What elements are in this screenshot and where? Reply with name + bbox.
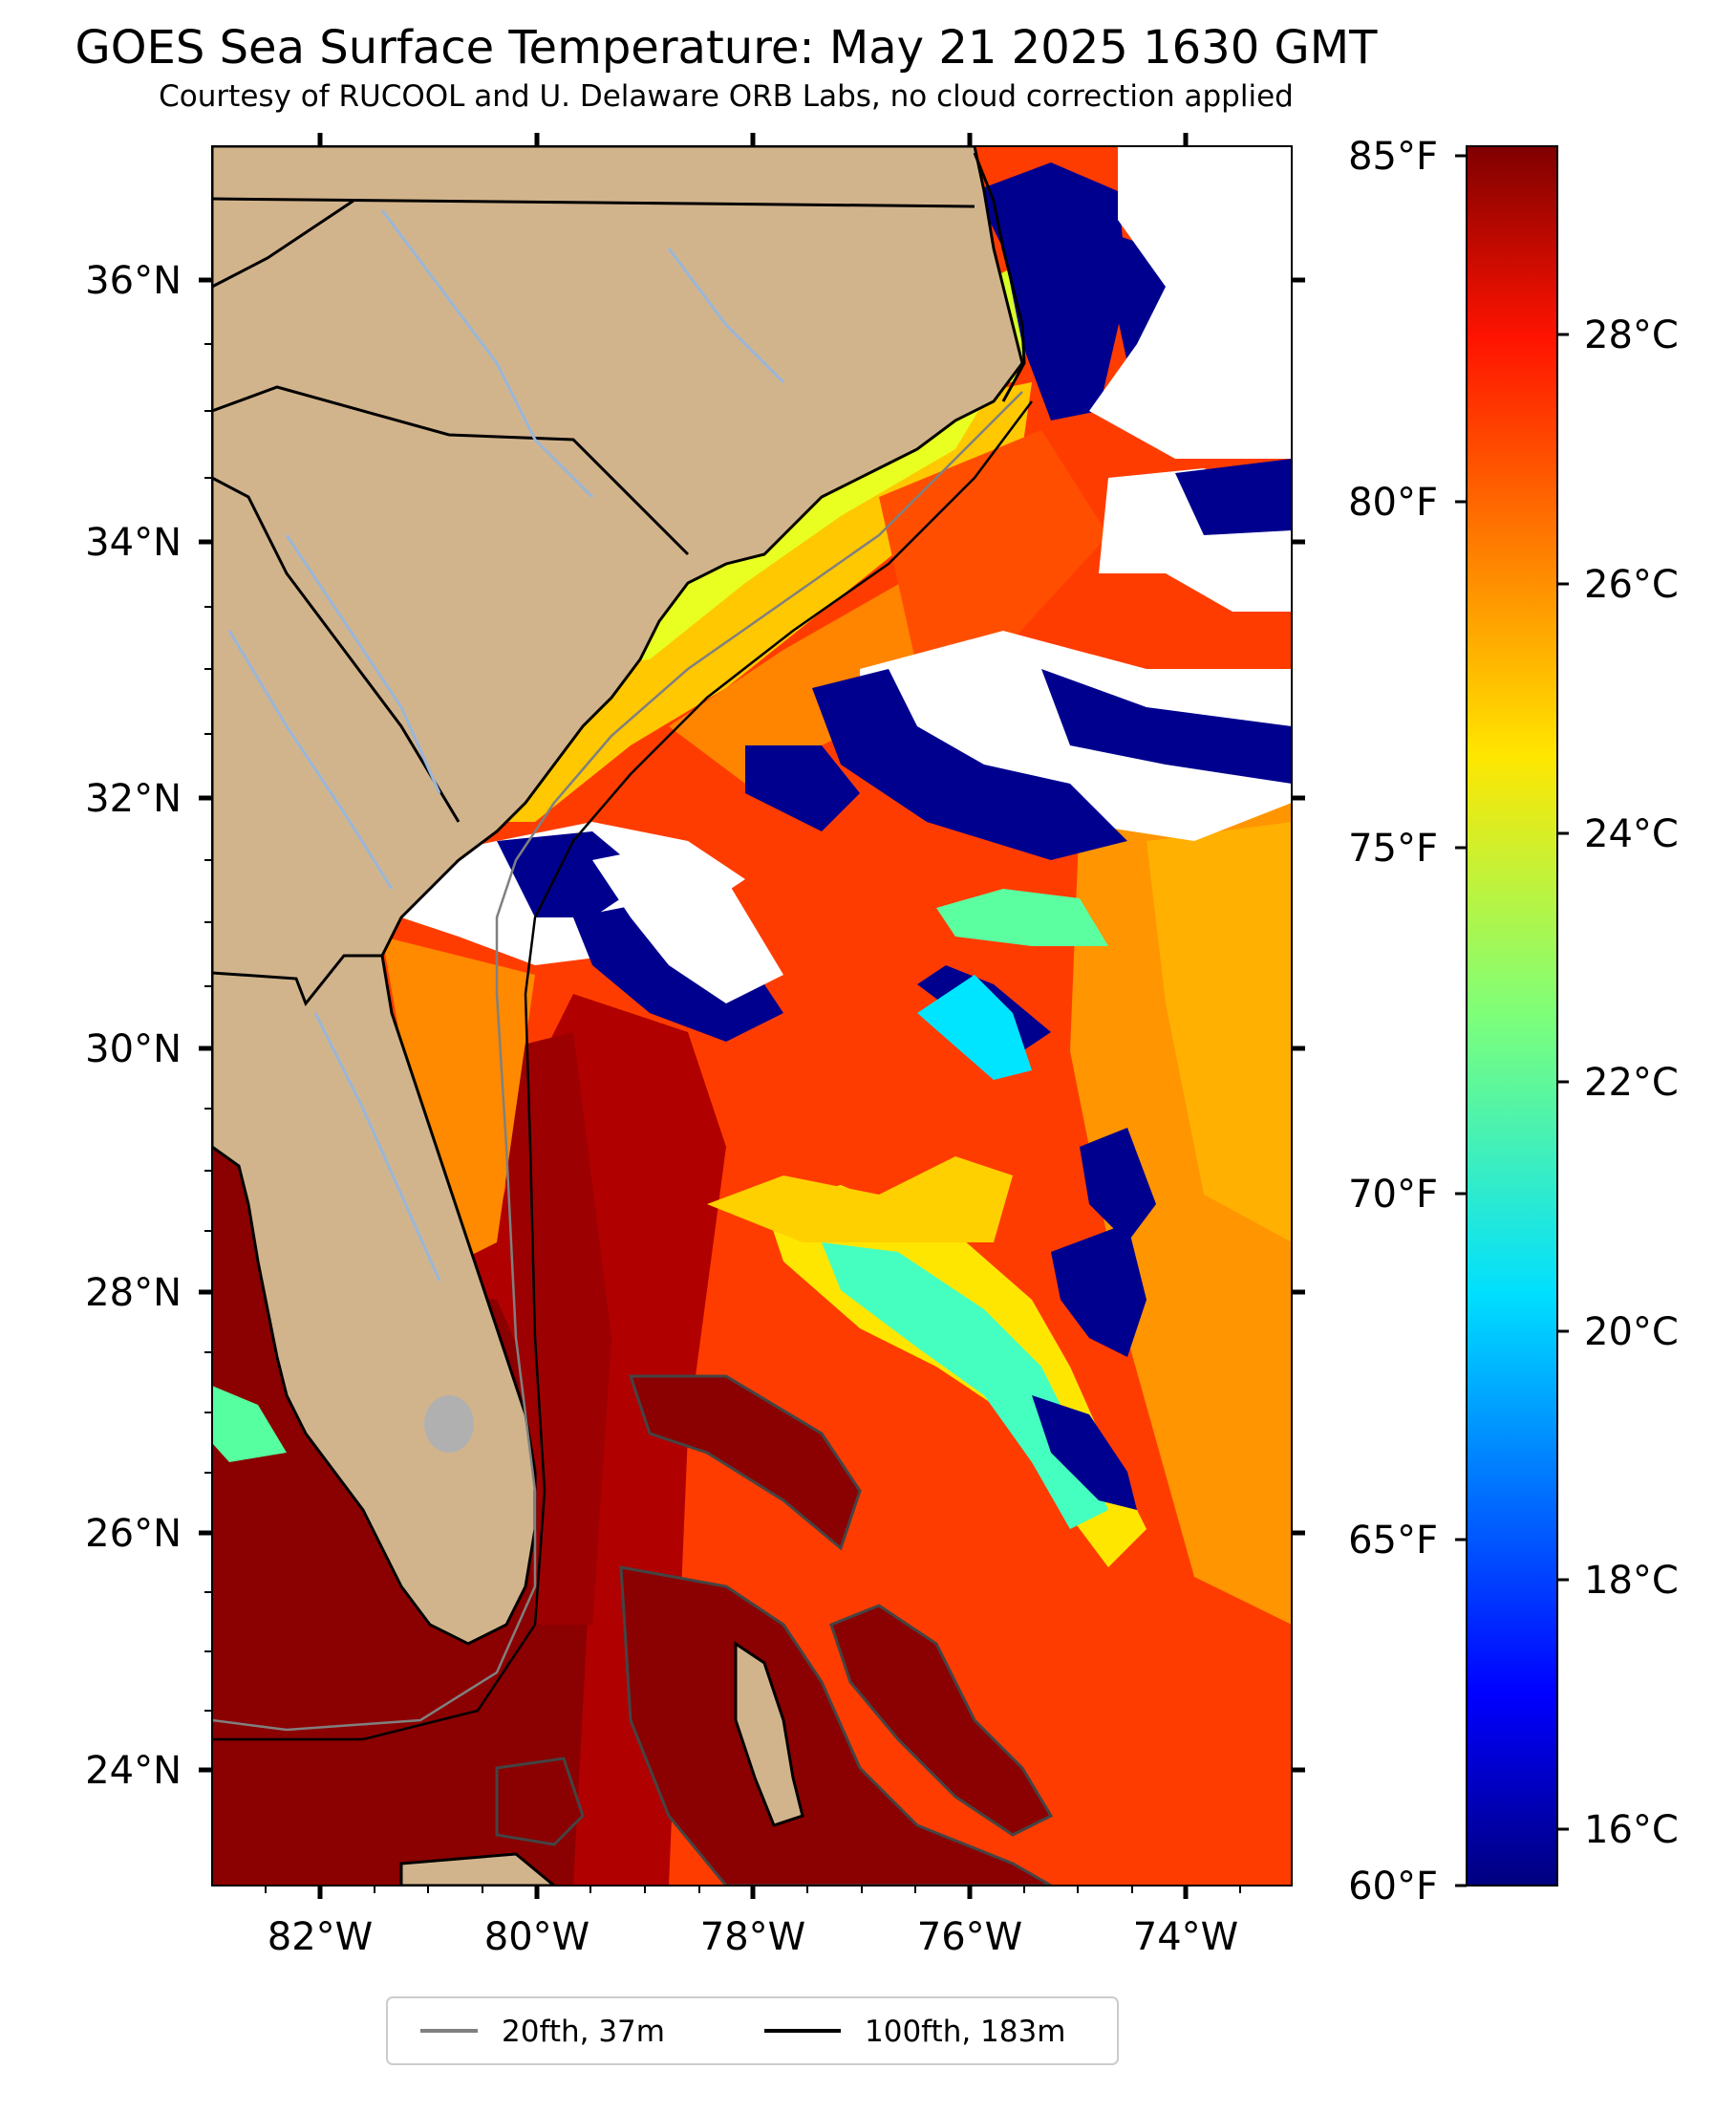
cold-water-hatteras xyxy=(975,162,1127,420)
bahamas-exuma-bank xyxy=(829,1604,1054,1837)
legend-box xyxy=(386,1996,1119,2065)
lon-tick-label: 78°W xyxy=(700,1915,805,1959)
bahamas-andros-bank xyxy=(619,1565,1055,1886)
lon-tick-label: 76°W xyxy=(917,1915,1022,1959)
colorbar-c-label: 24°C xyxy=(1584,812,1679,856)
colorbar-c-label: 20°C xyxy=(1584,1310,1679,1354)
state-boundary-va-nc xyxy=(212,197,975,208)
offshore-red-patch xyxy=(879,430,1108,669)
yellow-band-mid xyxy=(707,1156,1013,1242)
cold-band-east xyxy=(1041,669,1292,784)
cold-band-central xyxy=(745,745,860,831)
isobath-20fth xyxy=(212,391,1023,1732)
bahamas-grand-bahama xyxy=(628,1374,862,1551)
colorbar-c-label: 28°C xyxy=(1584,313,1679,357)
bahamas-cay-sal xyxy=(495,1757,585,1846)
outer-banks xyxy=(973,152,1026,402)
cold-band-central-upper xyxy=(812,669,1127,860)
ocean-yellow-orange-field xyxy=(1147,822,1292,1242)
lon-tick-label: 74°W xyxy=(1133,1915,1238,1959)
colorbar-f-ticks xyxy=(1455,154,1467,1887)
cold-band-south-2 xyxy=(1032,1395,1137,1510)
lat-tick-label: 32°N xyxy=(85,777,182,821)
colorbar xyxy=(1466,145,1558,1887)
cloud-northeast xyxy=(1089,146,1292,459)
legend-label-100fth: 100fth, 183m xyxy=(865,2015,1065,2049)
map-title: GOES Sea Surface Temperature: May 21 202… xyxy=(75,21,1378,75)
legend-label-20fth: 20fth, 37m xyxy=(502,2015,665,2049)
isobath-legend: 20fth, 37m 100fth, 183m xyxy=(386,1996,1119,2065)
lat-tick-label: 34°N xyxy=(85,521,182,565)
gulf-cyan-streak xyxy=(212,1386,287,1462)
cyan-band-mid xyxy=(917,975,1032,1080)
cold-band-south-3 xyxy=(1051,1223,1147,1357)
cold-band-east-strip xyxy=(1175,459,1292,535)
state-boundary-nc-sc xyxy=(212,385,690,556)
rivers xyxy=(227,209,785,1282)
lat-tick-label: 26°N xyxy=(85,1512,182,1556)
cold-band-south-4 xyxy=(1080,1128,1156,1242)
lat-tick-label: 28°N xyxy=(85,1271,182,1315)
cyan-band-south xyxy=(822,1242,1108,1529)
land-southeast-us xyxy=(212,146,1024,1646)
map-subtitle: Courtesy of RUCOOL and U. Delaware ORB L… xyxy=(159,79,1294,114)
colorbar-f-label: 85°F xyxy=(1348,135,1438,179)
colorbar-c-ticks xyxy=(1557,333,1569,1831)
cloud-south-georgia xyxy=(592,841,783,1003)
cold-band-georgia xyxy=(497,831,650,917)
state-boundary-ga-sc xyxy=(212,476,461,823)
colorbar-c-label: 22°C xyxy=(1584,1061,1679,1105)
colorbar-c-label: 26°C xyxy=(1584,563,1679,607)
isobath-100fth xyxy=(212,400,1033,1741)
colorbar-f-label: 80°F xyxy=(1348,481,1438,525)
lon-tick-label: 80°W xyxy=(484,1915,589,1959)
colorbar-f-label: 70°F xyxy=(1348,1173,1438,1217)
colorbar-c-label: 18°C xyxy=(1584,1559,1679,1603)
lat-tick-label: 36°N xyxy=(85,259,182,303)
colorbar-c-label: 16°C xyxy=(1584,1808,1679,1852)
shelf-orange-south xyxy=(382,937,535,1271)
colorbar-f-label: 60°F xyxy=(1348,1865,1438,1908)
state-boundary-tn-nc xyxy=(212,199,354,289)
cuba-north-coast xyxy=(399,1852,557,1886)
lat-tick-label: 30°N xyxy=(85,1027,182,1071)
map-minor-ticks xyxy=(204,343,1241,1893)
bahamas-andros-island xyxy=(734,1641,804,1827)
lat-tick-label: 24°N xyxy=(85,1749,182,1793)
state-boundary-ga-fl xyxy=(212,954,382,1006)
sst-map xyxy=(212,146,1292,1886)
lake-okeechobee xyxy=(424,1395,474,1453)
lon-tick-label: 82°W xyxy=(268,1915,373,1959)
colorbar-f-label: 75°F xyxy=(1348,827,1438,871)
colorbar-f-label: 65°F xyxy=(1348,1519,1438,1563)
cyan-streak-central xyxy=(936,889,1108,946)
map-ticks xyxy=(199,133,1305,1899)
